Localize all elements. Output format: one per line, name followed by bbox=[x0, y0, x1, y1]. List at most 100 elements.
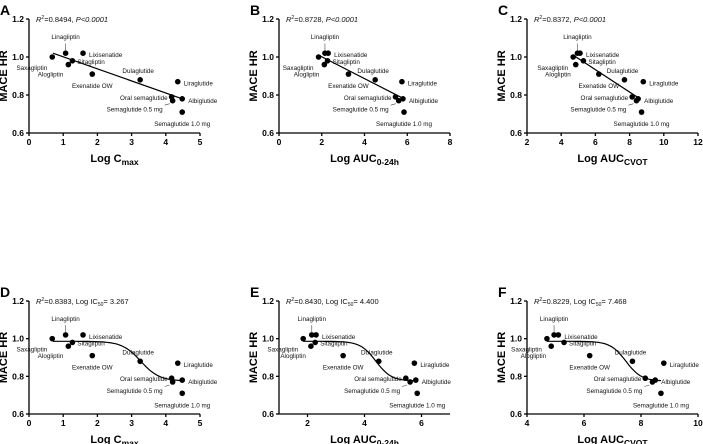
data-point bbox=[399, 78, 405, 85]
x-axis-title: Log AUC0-24h bbox=[330, 153, 399, 167]
point-label: Alogliptin bbox=[294, 72, 320, 79]
data-point bbox=[392, 94, 399, 100]
point-label: Dulaglutide bbox=[615, 349, 647, 356]
data-point bbox=[621, 77, 628, 83]
data-point bbox=[80, 332, 86, 338]
data-point bbox=[640, 78, 647, 85]
point-label: Exenatide OW bbox=[72, 83, 113, 90]
fit-curve bbox=[318, 54, 405, 100]
y-tick-label: 1.2 bbox=[12, 14, 24, 24]
x-axis-title: Log AUC0-24h bbox=[330, 434, 399, 444]
data-point bbox=[413, 377, 419, 383]
point-label: Exenatide OW bbox=[579, 83, 620, 90]
x-tick-label: 1 bbox=[61, 137, 66, 147]
x-tick-label: 2 bbox=[319, 137, 324, 147]
point-label: Sitagliptin bbox=[569, 340, 597, 347]
p-value: P<0.0001 bbox=[76, 15, 108, 24]
data-point bbox=[169, 97, 176, 104]
y-tick-label: 1.2 bbox=[510, 296, 522, 306]
p-value: P<0.0001 bbox=[326, 15, 358, 24]
stat-annotation: R2=0.8383, Log IC50= 3.267 bbox=[36, 297, 129, 308]
y-tick-label: 1.2 bbox=[510, 14, 522, 24]
point-label: Semaglutide 0.5 mg bbox=[107, 388, 164, 395]
leader-line bbox=[402, 384, 408, 387]
x-tick-label: 6 bbox=[582, 418, 587, 428]
panel-letter: E bbox=[250, 284, 259, 300]
data-point bbox=[179, 109, 186, 115]
data-point bbox=[137, 77, 143, 83]
data-point bbox=[321, 61, 328, 68]
y-tick-label: 0.8 bbox=[262, 371, 274, 381]
stat-annotation: R2=0.8728, P<0.0001 bbox=[286, 15, 358, 24]
data-point bbox=[49, 54, 56, 60]
p-value: P<0.0001 bbox=[574, 15, 606, 24]
data-point bbox=[65, 343, 72, 350]
data-point bbox=[638, 109, 645, 115]
ic50-value: 3.267 bbox=[110, 297, 129, 306]
data-point bbox=[586, 352, 593, 359]
data-point bbox=[395, 97, 402, 104]
point-label: Alogliptin bbox=[521, 353, 547, 360]
data-point bbox=[179, 96, 186, 102]
data-point bbox=[551, 332, 557, 338]
data-point bbox=[635, 96, 641, 102]
panel-letter: F bbox=[498, 284, 507, 300]
leader-line bbox=[628, 103, 634, 106]
data-point bbox=[401, 109, 407, 115]
fit-curve bbox=[303, 340, 418, 382]
ic50-value: 7.468 bbox=[608, 297, 627, 306]
point-label: Linagliptin bbox=[51, 316, 80, 323]
x-axis-title: Log AUCCVOT bbox=[577, 434, 648, 444]
point-label: Saxagliptin bbox=[283, 65, 314, 72]
leader-line bbox=[164, 384, 170, 387]
data-point bbox=[89, 71, 96, 77]
data-point bbox=[312, 339, 318, 346]
point-label: Dulaglutide bbox=[357, 68, 389, 75]
x-tick-label: 1 bbox=[61, 418, 66, 428]
data-point bbox=[169, 379, 176, 385]
point-label: Oral semaglutide bbox=[581, 95, 629, 102]
y-tick-label: 0.6 bbox=[262, 128, 274, 138]
panel-f: F 0.6 0.8 1.0 1.2 4 6 8 10 Log AUCCVOT MACE HR R2=0… bbox=[496, 284, 703, 444]
x-tick-label: 6 bbox=[405, 137, 410, 147]
point-label: Alogliptin bbox=[38, 353, 64, 360]
data-point bbox=[345, 71, 352, 77]
x-tick-label: 6 bbox=[419, 418, 424, 428]
point-label: Semaglutide 1.0 mg bbox=[154, 402, 211, 409]
leader-line bbox=[164, 103, 170, 106]
point-label: Exenatide OW bbox=[328, 83, 369, 90]
data-point bbox=[313, 332, 319, 338]
point-label: Oral semaglutide bbox=[344, 95, 392, 102]
y-tick-label: 1.0 bbox=[262, 334, 274, 344]
y-tick-label: 0.6 bbox=[12, 128, 24, 138]
data-point bbox=[308, 332, 315, 338]
data-point bbox=[572, 61, 579, 68]
fit-curve bbox=[52, 340, 183, 382]
point-label: Sitagliptin bbox=[333, 59, 361, 66]
leader-line bbox=[644, 384, 650, 387]
data-point bbox=[411, 360, 418, 366]
point-label: Semaglutide 0.5 mg bbox=[107, 107, 164, 114]
data-point bbox=[69, 58, 76, 64]
point-label: Lixisenatide bbox=[586, 52, 620, 59]
point-label: Oral semaglutide bbox=[120, 376, 168, 383]
data-point bbox=[658, 390, 664, 397]
point-label: Albiglutide bbox=[422, 379, 452, 386]
stat-annotation: R2=0.8430, Log IC50= 4.400 bbox=[286, 297, 379, 308]
point-label: Albiglutide bbox=[644, 98, 674, 105]
y-tick-label: 0.8 bbox=[12, 371, 24, 381]
point-label: Liraglutide bbox=[408, 81, 438, 88]
x-tick-label: 4 bbox=[525, 418, 530, 428]
point-label: Linagliptin bbox=[311, 34, 340, 41]
point-label: Oral semaglutide bbox=[594, 376, 642, 383]
x-axis-title: Log AUCCVOT bbox=[577, 153, 648, 167]
y-axis-title: MACE HR bbox=[248, 50, 260, 101]
y-tick-label: 1.2 bbox=[12, 296, 24, 306]
fit-curve bbox=[547, 340, 662, 382]
y-tick-label: 0.6 bbox=[510, 409, 522, 419]
point-label: Exenatide OW bbox=[569, 365, 610, 372]
point-label: Saxagliptin bbox=[511, 347, 542, 354]
point-label: Sitagliptin bbox=[77, 340, 105, 347]
x-axis-title: Log Cmax bbox=[90, 153, 138, 167]
